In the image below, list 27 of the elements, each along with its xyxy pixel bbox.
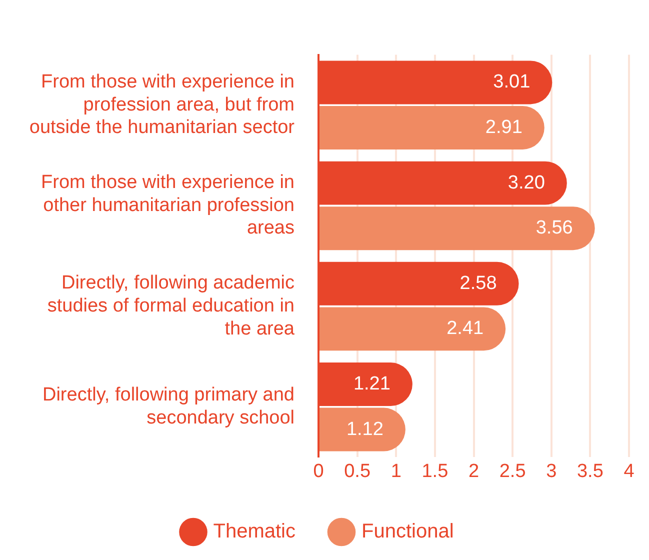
- bar: [320, 307, 506, 351]
- x-tick-label: 3: [546, 460, 557, 482]
- data-label: 3.20: [508, 172, 545, 194]
- x-tick-label: 4: [624, 460, 635, 482]
- data-label: 1.21: [353, 374, 390, 394]
- data-label: 3.01: [493, 72, 530, 93]
- x-tick-label: 2.5: [499, 460, 526, 482]
- bar: [320, 408, 406, 452]
- y-tick-label: Directly, following academic studies of formal education in the area: [47, 272, 295, 340]
- x-tick-label: 3.5: [576, 460, 604, 482]
- x-tick-label: 0: [313, 460, 324, 482]
- legend-label: Functional: [361, 520, 454, 543]
- data-label: 2.58: [460, 272, 497, 294]
- x-tick-label: 1.5: [422, 460, 448, 482]
- x-tick-label: 1: [390, 460, 402, 482]
- x-tick-label: 2: [468, 460, 480, 482]
- bar: [320, 206, 595, 250]
- y-tick-label: Directly, following primary and secondary school: [42, 384, 294, 429]
- data-label: 2.91: [485, 116, 522, 138]
- data-label: 1.12: [346, 418, 384, 440]
- x-tick-label: 0.5: [344, 460, 371, 482]
- legend-label: Thematic: [213, 520, 296, 543]
- data-label: 3.56: [536, 218, 573, 239]
- y-tick-label: From those with experience in profession area, but from outside the humanitarian sector: [29, 72, 296, 138]
- y-tick-label: From those with experience in other humanitarian profession areas: [41, 172, 294, 239]
- bar: [320, 106, 544, 150]
- data-label: 2.41: [446, 318, 484, 340]
